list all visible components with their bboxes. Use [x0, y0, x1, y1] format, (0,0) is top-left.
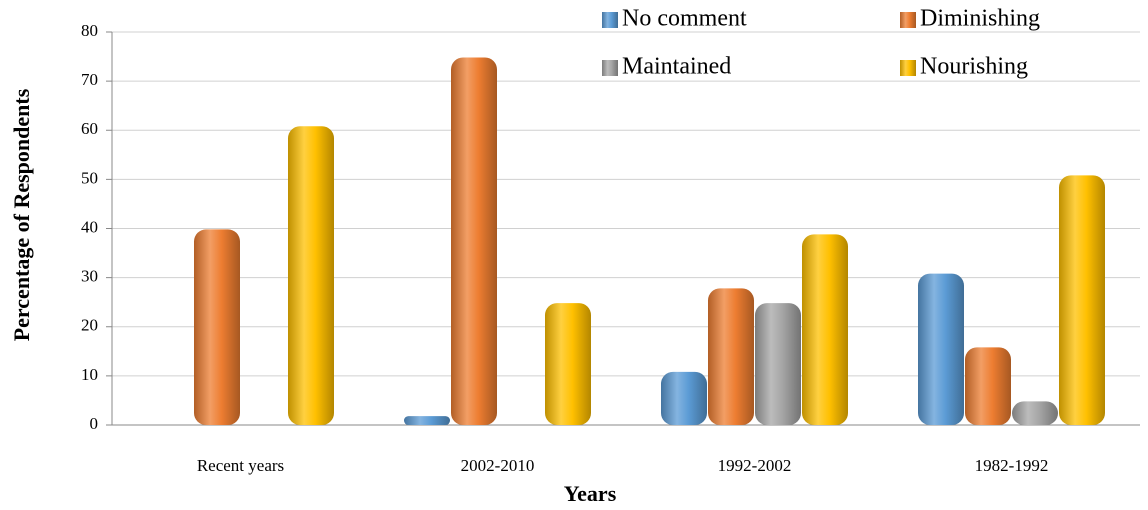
y-tick-label: 80 [81, 21, 98, 40]
y-tick-label: 40 [81, 217, 98, 236]
bar [965, 347, 1011, 425]
legend-swatch [602, 12, 618, 28]
x-tick-label: Recent years [197, 456, 284, 475]
bar [755, 303, 801, 425]
x-tick-label: 1992-2002 [718, 456, 792, 475]
bar [545, 303, 591, 425]
x-tick-label: 2002-2010 [461, 456, 535, 475]
legend-label: No comment [622, 6, 747, 32]
bar [451, 57, 497, 425]
x-axis-title: Years [564, 481, 617, 506]
y-tick-label: 70 [81, 70, 98, 89]
legend-label: Maintained [622, 54, 731, 80]
y-axis-title: Percentage of Respondents [9, 88, 34, 341]
legend-label: Nourishing [920, 54, 1028, 80]
y-tick-label: 50 [81, 168, 98, 187]
bar [802, 234, 848, 425]
y-tick-label: 30 [81, 267, 98, 286]
y-tick-label: 10 [81, 365, 98, 384]
bar [918, 273, 964, 425]
x-tick-label: 1982-1992 [975, 456, 1049, 475]
y-tick-label: 0 [90, 414, 99, 433]
bar [1059, 175, 1105, 425]
bar [404, 416, 450, 425]
legend-swatch [602, 60, 618, 76]
bar [194, 229, 240, 425]
bar [661, 371, 707, 425]
bar [1012, 401, 1058, 425]
bar [288, 126, 334, 425]
legend-swatch [900, 60, 916, 76]
y-tick-label: 60 [81, 119, 98, 138]
legend-swatch [900, 12, 916, 28]
bar [708, 288, 754, 425]
y-tick-label: 20 [81, 316, 98, 335]
legend-label: Diminishing [920, 6, 1040, 32]
